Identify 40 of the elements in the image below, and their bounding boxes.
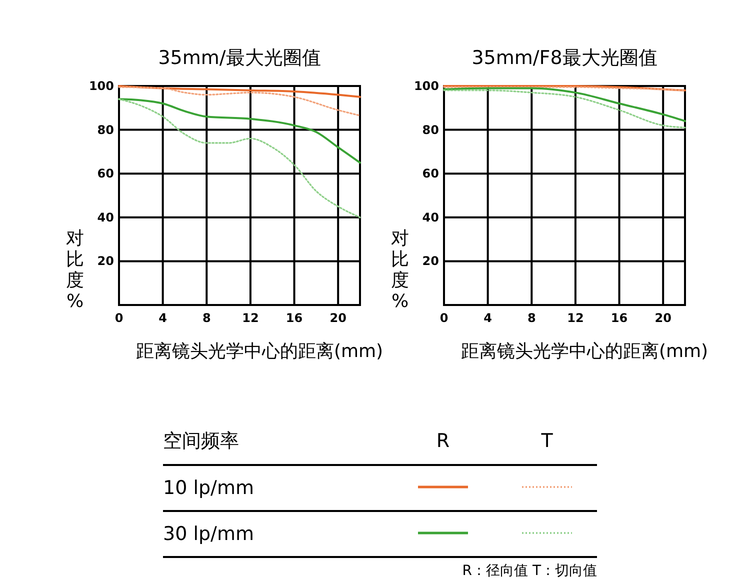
line-series <box>118 98 361 164</box>
text: T <box>540 430 554 452</box>
y-tick-label: 60 <box>422 166 439 181</box>
x-tick-label: 0 <box>114 311 124 325</box>
y-tick-label: 20 <box>97 254 114 268</box>
x-tick-label: 0 <box>440 311 448 325</box>
x-tick-label: 12 <box>567 311 584 325</box>
x-tick-label: 20 <box>330 311 346 325</box>
x-tick-label: 16 <box>286 311 303 325</box>
x-tick-label: 4 <box>484 311 492 325</box>
y-axis-title: 对比度% <box>391 228 409 312</box>
y-tick-label: 80 <box>97 122 114 137</box>
text: R：径向值 T：切向值 <box>462 563 597 579</box>
line-series <box>443 90 686 128</box>
chart-title: 35mm/最大光圈值 <box>158 47 321 69</box>
text: 10 lp/mm <box>163 477 254 499</box>
y-axis-title: 对比度% <box>66 228 84 312</box>
y-tick-label: 40 <box>97 210 114 224</box>
text: R <box>436 430 450 452</box>
x-tick-label: 8 <box>202 311 211 325</box>
chart-title: 35mm/F8最大光圈值 <box>472 47 658 69</box>
x-tick-label: 8 <box>527 311 536 325</box>
y-tick-label: 20 <box>422 254 439 268</box>
y-tick-label: 100 <box>414 79 439 93</box>
x-axis-title: 距离镜头光学中心的距离(mm) <box>136 341 384 362</box>
line-series <box>118 98 361 218</box>
x-tick-label: 16 <box>610 311 628 325</box>
text: 30 lp/mm <box>163 523 254 545</box>
x-axis-title: 距离镜头光学中心的距离(mm) <box>460 341 708 362</box>
line-series <box>118 85 361 98</box>
x-tick-label: 4 <box>158 311 167 325</box>
text: 空间频率 <box>163 430 239 452</box>
y-tick-label: 100 <box>88 79 114 93</box>
y-tick-label: 60 <box>97 166 114 181</box>
y-tick-label: 80 <box>422 122 439 137</box>
y-tick-label: 40 <box>422 210 439 224</box>
x-tick-label: 20 <box>654 311 672 325</box>
line-series <box>118 86 361 116</box>
x-tick-label: 12 <box>242 311 259 325</box>
line-series <box>443 87 686 122</box>
